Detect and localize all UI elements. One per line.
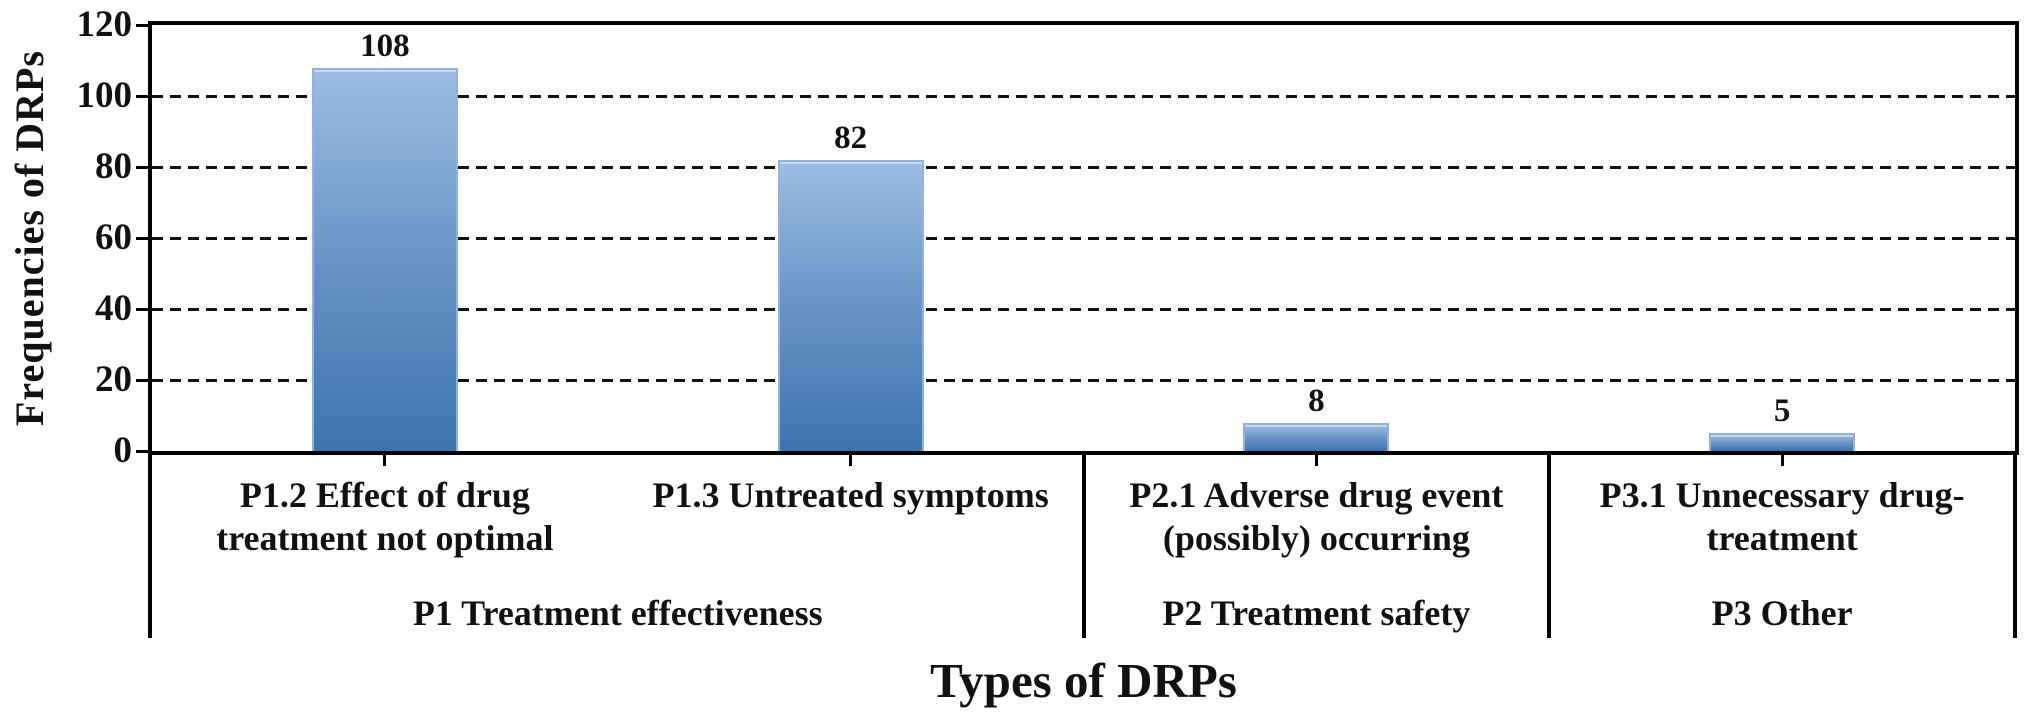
x-axis-title: Types of DRPs (930, 653, 1237, 708)
group-label: P1 Treatment effectiveness (412, 593, 823, 633)
bar (777, 159, 924, 451)
y-tick-label: 120 (76, 4, 133, 45)
category-label: P1.2 Effect of drug treatment not optima… (216, 475, 554, 558)
category-tick-mark (383, 455, 387, 466)
gridline (152, 94, 2015, 98)
gridline (152, 236, 2015, 240)
group-divider-line (148, 455, 152, 638)
category-label: P1.3 Untreated symptoms (652, 475, 1049, 515)
y-tick-mark (136, 449, 148, 453)
group-label: P2 Treatment safety (1162, 593, 1471, 633)
y-tick-mark (136, 165, 148, 169)
group-divider-line (2013, 455, 2017, 638)
group-divider-line (1081, 455, 1086, 638)
y-tick-label: 80 (95, 146, 132, 187)
bar-value-label: 108 (360, 27, 410, 64)
category-label: P2.1 Adverse drug event (possibly) occur… (1129, 475, 1504, 558)
y-tick-label: 40 (95, 288, 132, 329)
group-label: P3 Other (1711, 593, 1853, 633)
gridline (152, 307, 2015, 311)
gridline (152, 165, 2015, 169)
plot-area: 108 82 8 5 (148, 21, 2019, 455)
y-tick-mark (136, 94, 148, 98)
bar (1243, 422, 1390, 451)
category-label: P3.1 Unnecessary drug- treatment (1599, 475, 1965, 558)
y-tick-label: 0 (113, 430, 133, 471)
bar-value-label: 82 (834, 119, 868, 156)
group-divider-line (1547, 455, 1552, 638)
y-tick-mark (136, 236, 148, 240)
y-tick-label: 100 (76, 75, 133, 116)
bar (311, 67, 458, 451)
y-tick-mark (136, 23, 148, 27)
bar (1709, 433, 1856, 451)
y-tick-label: 20 (95, 359, 132, 400)
y-tick-label: 60 (95, 217, 132, 258)
y-tick-mark (136, 378, 148, 382)
gridline (152, 378, 2015, 382)
category-tick-mark (1780, 455, 1784, 466)
bar-value-label: 5 (1773, 393, 1791, 430)
bar-value-label: 8 (1308, 382, 1325, 419)
y-tick-mark (136, 307, 148, 311)
category-tick-mark (1314, 455, 1318, 466)
category-tick-mark (849, 455, 853, 466)
